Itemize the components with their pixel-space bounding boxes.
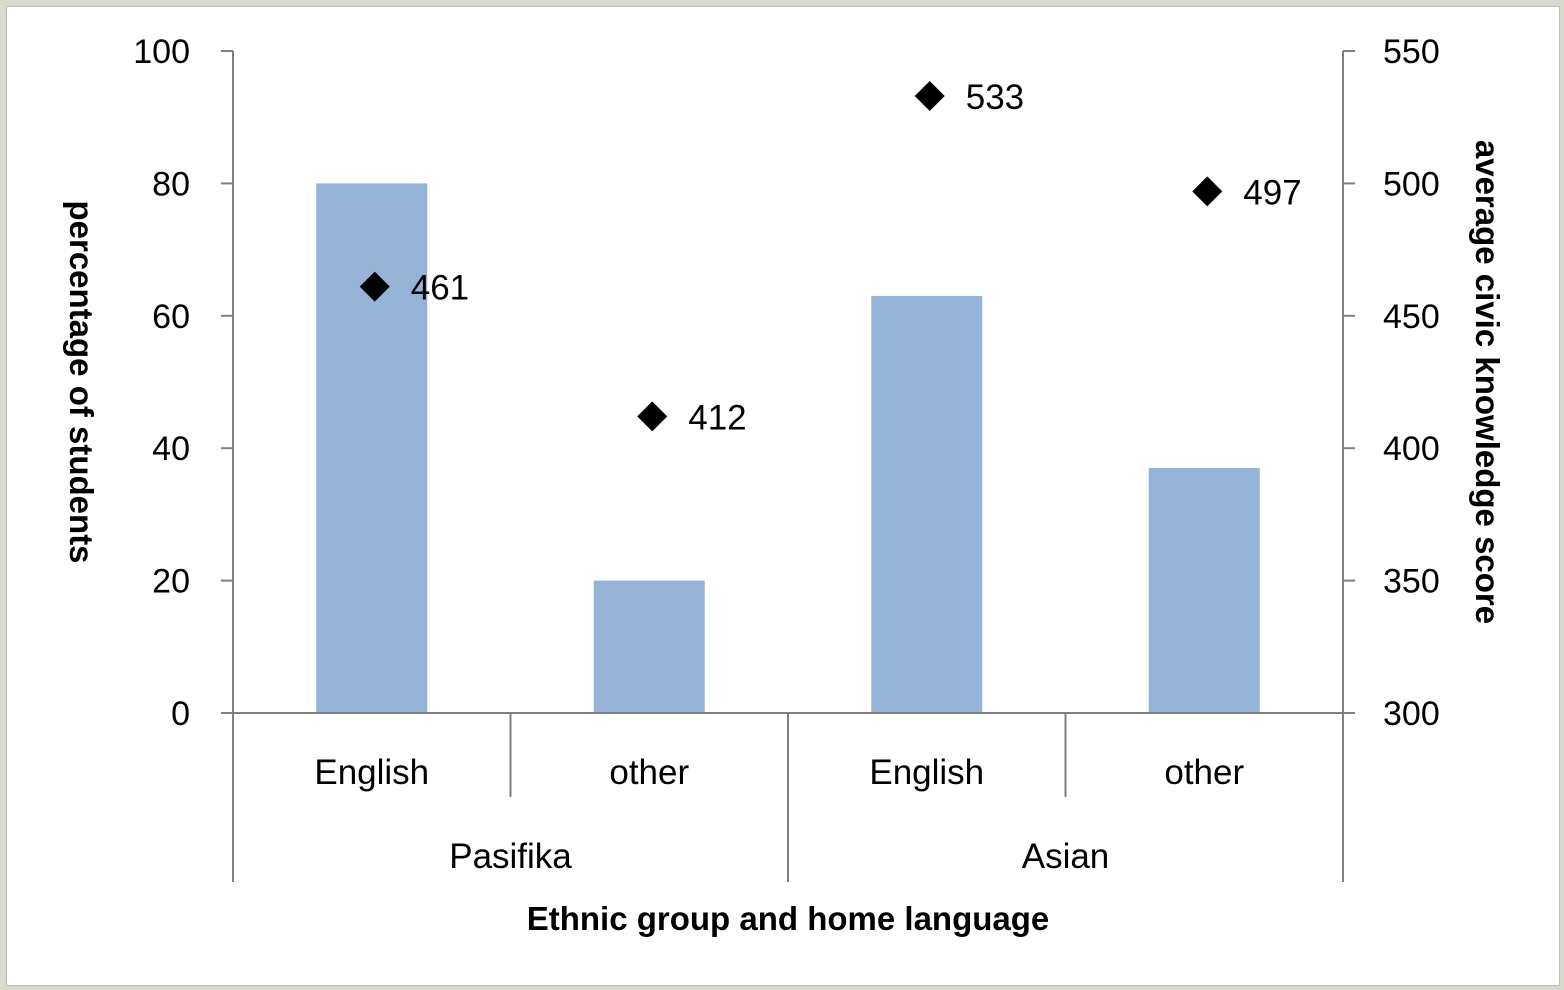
score-marker-3	[1192, 176, 1223, 207]
bar-0	[316, 183, 428, 713]
y-left-tick-label-2: 40	[152, 430, 190, 468]
bar-1	[593, 580, 705, 713]
y-right-tick-label-0: 300	[1383, 695, 1440, 733]
y-right-tick-label-3: 450	[1383, 298, 1440, 336]
axes-layer	[221, 50, 1355, 882]
score-marker-1	[637, 401, 668, 432]
score-marker-2	[914, 81, 945, 112]
bars-layer	[316, 183, 1260, 713]
chart-frame	[6, 6, 1560, 986]
score-marker-0	[359, 271, 390, 302]
score-label-1: 412	[688, 398, 746, 437]
y-axis-right-title: average civic knowledge score	[1469, 140, 1506, 624]
y-left-tick-label-4: 80	[152, 165, 190, 203]
x-group-label-1: Asian	[1022, 837, 1110, 876]
x-axis-title: Ethnic group and home language	[527, 900, 1050, 937]
y-right-tick-label-2: 400	[1383, 430, 1440, 468]
points-layer	[359, 81, 1223, 432]
x-group-label-0: Pasifika	[449, 837, 572, 876]
bar-2	[871, 295, 983, 713]
score-label-0: 461	[411, 269, 469, 308]
x-category-label-0: English	[314, 753, 429, 792]
y-left-tick-label-5: 100	[133, 33, 190, 71]
y-left-tick-label-1: 20	[152, 563, 190, 601]
bar-3	[1148, 468, 1260, 713]
y-right-tick-label-4: 500	[1383, 165, 1440, 203]
x-category-label-2: English	[869, 753, 984, 792]
x-category-label-1: other	[609, 753, 689, 792]
y-left-tick-label-0: 0	[171, 695, 190, 733]
score-label-3: 497	[1243, 173, 1301, 212]
y-left-tick-label-3: 60	[152, 298, 190, 336]
score-label-2: 533	[966, 78, 1024, 117]
y-right-tick-label-5: 550	[1383, 33, 1440, 71]
labels-layer: 0 20 40 60 80 100 300 350 400 450 500 550 English oth…	[133, 33, 1439, 876]
y-right-tick-label-1: 350	[1383, 563, 1440, 601]
x-category-label-3: other	[1164, 753, 1244, 792]
y-axis-left-title: percentage of students	[63, 200, 100, 563]
